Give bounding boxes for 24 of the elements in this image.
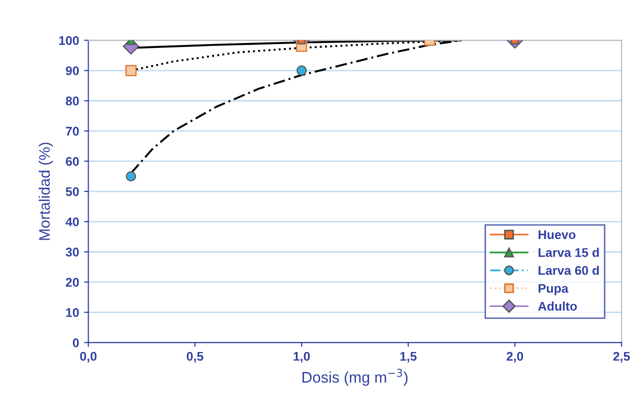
legend-label: Adulto xyxy=(538,302,577,311)
y-tick-label: 10 xyxy=(66,308,79,317)
y-tick-label: 50 xyxy=(66,187,79,196)
y-tick-label: 20 xyxy=(66,278,79,287)
y-tick-label: 30 xyxy=(66,248,79,257)
x-tick-label: 1,5 xyxy=(400,352,417,363)
y-tick-label: 100 xyxy=(59,36,79,45)
x-axis-title: Dosis (mg m$^{−3}$) xyxy=(302,368,408,386)
legend-label: Larva 15 d xyxy=(538,248,599,257)
y-tick-label: 60 xyxy=(66,157,79,166)
legend-label: Huevo xyxy=(538,230,576,240)
y-tick-label: 0 xyxy=(72,338,79,348)
x-tick-label: 0,5 xyxy=(186,352,204,363)
legend-label: Pupa xyxy=(538,284,568,296)
x-tick-label: 0,0 xyxy=(80,352,97,363)
y-axis-title: Mortalidad (%) xyxy=(38,142,53,240)
x-tick-label: 2,5 xyxy=(613,352,630,363)
y-tick-label: 70 xyxy=(66,126,79,136)
y-tick-label: 80 xyxy=(66,96,79,106)
y-tick-label: 90 xyxy=(66,66,79,76)
y-tick-label: 40 xyxy=(66,217,79,226)
legend-label: Larva 60 d xyxy=(538,266,599,275)
x-tick-label: 1,0 xyxy=(294,352,310,363)
x-tick-label: 2,0 xyxy=(506,352,524,363)
